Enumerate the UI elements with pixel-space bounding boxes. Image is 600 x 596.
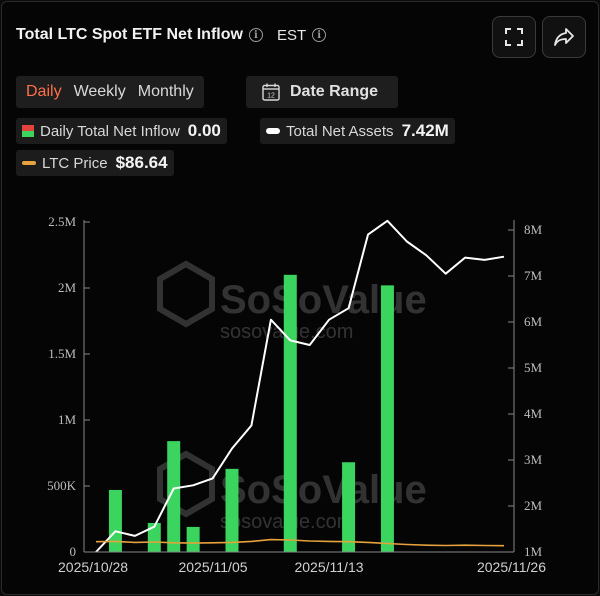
share-icon bbox=[554, 28, 574, 46]
legend-inflow-value: 0.00 bbox=[187, 121, 221, 140]
right-axis-tick-label: 3M bbox=[524, 452, 543, 467]
legend-inflow[interactable]: Daily Total Net Inflow 0.00 bbox=[16, 118, 227, 144]
legend-assets-label: Total Net Assets bbox=[286, 122, 394, 140]
inflow-legend-swatch-icon bbox=[22, 125, 34, 137]
calendar-icon: 12 bbox=[262, 83, 280, 101]
header: Total LTC Spot ETF Net Inflow i EST i bbox=[16, 26, 327, 44]
ltc-price-line bbox=[95, 538, 505, 547]
legend-price[interactable]: LTC Price $86.64 bbox=[16, 150, 174, 176]
left-axis-tick-label: 2M bbox=[58, 280, 77, 295]
watermark-logo-icon bbox=[157, 450, 215, 518]
right-axis-tick-label: 1M bbox=[524, 544, 543, 559]
inflow-bar bbox=[342, 462, 356, 552]
fullscreen-button[interactable] bbox=[492, 16, 536, 58]
right-axis-tick-label: 6M bbox=[524, 314, 543, 329]
inflow-bar bbox=[186, 526, 200, 552]
fullscreen-icon bbox=[505, 28, 523, 46]
watermark-brand: SoSoValue bbox=[220, 278, 427, 322]
legend-assets-value: 7.42M bbox=[401, 121, 449, 140]
page-title: Total LTC Spot ETF Net Inflow bbox=[16, 26, 243, 43]
left-axis-tick-label: 500K bbox=[47, 478, 77, 493]
watermark-logo-icon bbox=[157, 260, 215, 328]
inflow-bar bbox=[147, 522, 161, 552]
right-axis-tick-label: 2M bbox=[524, 498, 543, 513]
watermark-brand: SoSoValue bbox=[220, 468, 427, 512]
calendar-day: 12 bbox=[267, 93, 275, 100]
inflow-bar bbox=[167, 441, 181, 552]
date-range-label: Date Range bbox=[290, 83, 379, 100]
right-axis-tick-label: 8M bbox=[524, 222, 543, 237]
inflow-bar bbox=[380, 285, 394, 552]
left-axis-tick-label: 1.5M bbox=[48, 346, 76, 361]
x-axis-tick-label: 2025/10/28 bbox=[58, 559, 128, 575]
right-axis-tick-label: 4M bbox=[524, 406, 543, 421]
right-axis-tick-label: 7M bbox=[524, 268, 543, 283]
share-button[interactable] bbox=[542, 16, 586, 58]
x-axis-tick-label: 2025/11/26 bbox=[477, 559, 546, 575]
info-icon[interactable]: i bbox=[248, 28, 263, 42]
axes: 0 500K 1M 1.5M 2M 2.5M 1M 2M 3M 4M 5M 6M 7M 8M 2025/10… bbox=[47, 214, 546, 575]
legend-inflow-label: Daily Total Net Inflow bbox=[40, 122, 180, 140]
inflow-bar bbox=[225, 468, 239, 552]
x-axis-tick-label: 2025/11/05 bbox=[178, 559, 247, 575]
line-series bbox=[95, 219, 505, 553]
bar-series bbox=[108, 274, 394, 552]
right-axis-tick-label: 5M bbox=[524, 360, 543, 375]
interval-tabs: Daily Weekly Monthly bbox=[16, 76, 204, 108]
tab-monthly[interactable]: Monthly bbox=[137, 83, 194, 100]
inflow-bar bbox=[283, 274, 297, 552]
x-axis-tick-label: 2025/11/13 bbox=[294, 559, 363, 575]
timezone-label: EST bbox=[276, 26, 307, 44]
chart-plot: SoSoValuesosovalue.comSoSoValuesosovalue… bbox=[47, 214, 546, 575]
assets-legend-line-icon bbox=[266, 128, 280, 134]
left-axis-tick-label: 2.5M bbox=[48, 214, 76, 229]
price-legend-line-icon bbox=[22, 161, 36, 165]
left-axis-tick-label: 0 bbox=[70, 544, 77, 559]
timezone-info-icon[interactable]: i bbox=[312, 28, 327, 42]
tab-weekly[interactable]: Weekly bbox=[73, 83, 126, 100]
date-range-button[interactable]: 12 Date Range bbox=[246, 76, 398, 108]
legend-price-label: LTC Price bbox=[42, 154, 108, 172]
tab-daily[interactable]: Daily bbox=[26, 83, 62, 100]
legend-price-value: $86.64 bbox=[115, 153, 168, 172]
left-axis-tick-label: 1M bbox=[58, 412, 77, 427]
inflow-bar bbox=[108, 489, 122, 552]
legend-assets[interactable]: Total Net Assets 7.42M bbox=[260, 118, 455, 144]
total-net-assets-line bbox=[95, 219, 505, 553]
